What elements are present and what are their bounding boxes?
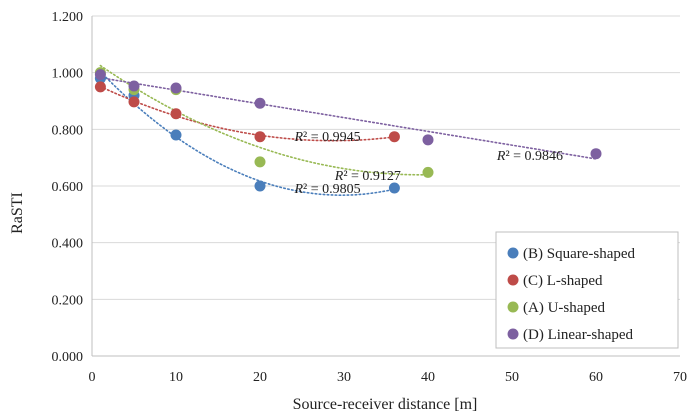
- y-tick-label: 0.800: [52, 123, 84, 138]
- x-tick-label: 0: [89, 370, 96, 385]
- data-point: [254, 97, 266, 109]
- y-tick-label: 0.400: [52, 237, 84, 252]
- y-tick-label: 0.600: [52, 180, 84, 195]
- r-squared-label: R² = 0.9846: [496, 149, 563, 164]
- legend-label: (A) U-shaped: [523, 300, 606, 316]
- legend: (B) Square-shaped (C) L-shaped (A) U-shape…: [495, 231, 679, 349]
- legend-marker: [507, 274, 519, 286]
- r-squared-label: R² = 0.9127: [334, 169, 401, 184]
- legend-marker: [507, 301, 519, 313]
- data-point: [128, 80, 140, 92]
- data-point: [254, 180, 266, 192]
- data-point: [170, 129, 182, 141]
- axis-layer: [91, 16, 680, 357]
- x-tick-label: 30: [337, 370, 351, 385]
- legend-label: (B) Square-shaped: [523, 246, 636, 262]
- data-point: [94, 81, 106, 93]
- legend-label: (D) Linear-shaped: [523, 327, 634, 343]
- data-point: [388, 131, 400, 143]
- data-point: [254, 131, 266, 143]
- x-tick-label: 50: [505, 370, 519, 385]
- legend-marker: [507, 247, 519, 259]
- y-tick-label: 1.200: [52, 10, 84, 25]
- data-point: [590, 148, 602, 160]
- legend-label: (C) L-shaped: [523, 273, 603, 289]
- trendline: [99, 77, 597, 160]
- legend-marker: [507, 328, 519, 340]
- y-tick-label: 0.200: [52, 293, 84, 308]
- tick-label-layer: 0.000 0.200 0.400 0.600 0.800 1.000 1.200 0 10 20…: [52, 10, 688, 385]
- x-tick-label: 60: [589, 370, 603, 385]
- trendline-layer: [99, 64, 597, 197]
- x-tick-label: 70: [673, 370, 687, 385]
- y-axis-title: RaSTI: [9, 192, 26, 234]
- data-point: [94, 69, 106, 81]
- legend-items: (B) Square-shaped (C) L-shaped (A) U-shape…: [507, 246, 636, 343]
- data-point: [254, 156, 266, 168]
- x-axis-title: Source-receiver distance [m]: [293, 396, 478, 413]
- trendline: [99, 85, 396, 142]
- r-squared-label-layer: R² = 0.9805 R² = 0.9945 R² = 0.9127 R² = 0.…: [293, 130, 563, 197]
- data-point: [422, 134, 434, 146]
- y-tick-label: 0.000: [52, 350, 84, 365]
- x-tick-label: 40: [421, 370, 435, 385]
- x-tick-label: 20: [253, 370, 267, 385]
- x-tick-label: 10: [169, 370, 183, 385]
- data-point: [388, 182, 400, 194]
- r-squared-label: R² = 0.9805: [293, 182, 360, 197]
- trendline: [99, 70, 396, 197]
- data-point: [170, 82, 182, 94]
- data-point: [170, 108, 182, 120]
- y-tick-label: 1.000: [52, 67, 84, 82]
- legend-box: [495, 231, 679, 349]
- r-squared-label: R² = 0.9945: [293, 130, 360, 145]
- data-point-layer: [94, 67, 602, 194]
- data-point: [128, 96, 140, 108]
- trendline: [99, 64, 429, 176]
- data-point: [422, 166, 434, 178]
